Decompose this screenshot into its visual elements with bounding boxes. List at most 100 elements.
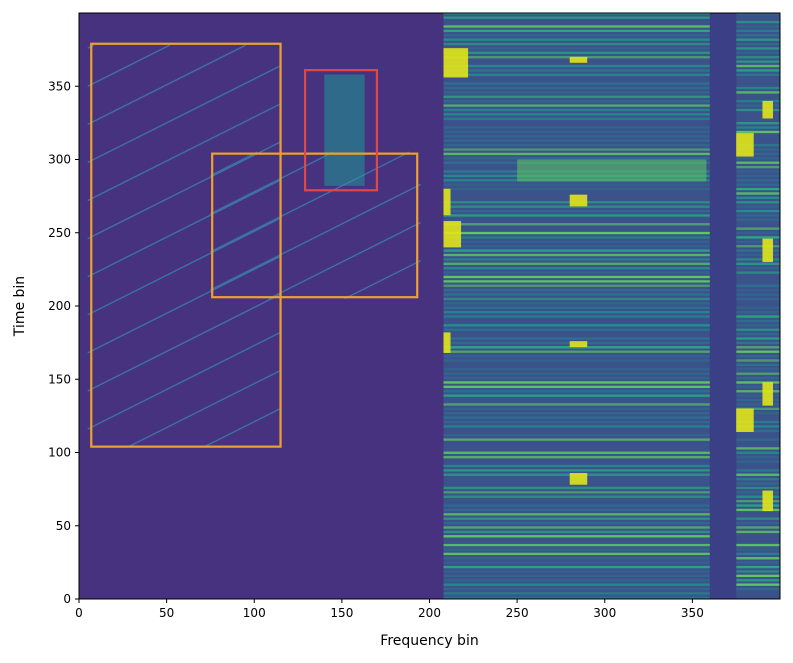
comb-stripe	[736, 280, 780, 283]
comb-stripe	[443, 73, 710, 76]
comb-stripe	[736, 245, 780, 248]
x-tick-label: 350	[681, 606, 704, 620]
tone-spot	[569, 473, 588, 485]
comb-stripe	[443, 508, 710, 512]
comb-stripe	[443, 557, 710, 560]
x-tick-label: 250	[506, 606, 529, 620]
comb-stripe	[736, 372, 780, 375]
tone-spot	[736, 408, 754, 432]
comb-stripe	[736, 363, 780, 367]
comb-stripe	[736, 495, 780, 498]
comb-stripe	[443, 438, 710, 441]
comb-stripe	[736, 473, 780, 476]
comb-stripe	[443, 121, 710, 125]
comb-stripe	[443, 442, 710, 446]
comb-stripe	[736, 513, 780, 516]
comb-stripe	[736, 394, 780, 397]
comb-stripe	[736, 565, 780, 569]
comb-stripe	[736, 231, 780, 235]
y-tick-label: 50	[56, 519, 71, 533]
comb-stripe	[443, 209, 710, 213]
comb-stripe	[443, 363, 710, 367]
comb-stripe	[443, 135, 710, 138]
comb-stripe	[736, 249, 780, 252]
comb-stripe	[736, 429, 780, 432]
comb-stripe	[443, 51, 710, 55]
comb-stripe	[736, 205, 780, 208]
comb-stripe	[736, 337, 780, 340]
comb-stripe	[736, 376, 780, 380]
comb-stripe	[736, 223, 780, 226]
comb-stripe	[736, 561, 780, 564]
comb-stripe	[736, 570, 780, 573]
y-tick-label: 350	[48, 79, 71, 93]
comb-stripe	[736, 332, 780, 336]
comb-stripe	[736, 69, 780, 72]
chirp-line	[87, 44, 170, 87]
comb-stripe	[736, 91, 780, 94]
comb-stripe	[736, 214, 780, 217]
chirp-line	[210, 183, 422, 291]
y-tick-label: 300	[48, 153, 71, 167]
comb-stripe	[443, 253, 710, 257]
plot-area	[79, 13, 780, 599]
comb-stripe	[443, 267, 710, 270]
y-tick-label: 100	[48, 446, 71, 460]
comb-stripe	[443, 565, 710, 569]
comb-stripe	[736, 152, 780, 156]
comb-stripe	[736, 227, 780, 230]
chirp-line	[87, 44, 246, 125]
comb-stripe	[443, 324, 710, 327]
comb-stripe	[736, 310, 780, 314]
comb-stripe	[443, 552, 710, 556]
comb-stripe	[443, 275, 710, 279]
comb-stripe	[443, 315, 710, 318]
comb-stripe	[736, 253, 780, 257]
comb-stripe	[736, 135, 780, 138]
comb-stripe	[736, 346, 780, 349]
comb-stripe	[736, 271, 780, 274]
tone-spot	[762, 238, 773, 263]
chirp-line	[210, 151, 334, 215]
comb-stripe	[736, 51, 780, 55]
comb-stripe	[736, 297, 780, 301]
comb-stripe	[736, 60, 780, 63]
comb-stripe	[736, 29, 780, 33]
comb-stripe	[736, 161, 780, 164]
comb-stripe	[736, 78, 780, 81]
comb-stripe	[736, 354, 780, 358]
comb-stripe	[443, 451, 710, 454]
y-tick-label: 0	[63, 592, 71, 606]
comb-stripe	[736, 240, 780, 244]
comb-stripe	[736, 42, 780, 46]
comb-stripe	[443, 376, 710, 380]
comb-stripe	[736, 324, 780, 327]
comb-stripe	[443, 126, 710, 129]
comb-stripe	[736, 579, 780, 582]
comb-stripe	[443, 469, 710, 472]
comb-stripe	[443, 34, 710, 37]
comb-stripe	[736, 583, 780, 586]
comb-stripe	[736, 306, 780, 309]
comb-stripe	[736, 574, 780, 578]
comb-stripe	[443, 464, 710, 468]
comb-stripe	[443, 284, 710, 287]
comb-stripe	[736, 517, 780, 520]
comb-stripe	[736, 302, 780, 305]
bounding-box-3	[303, 69, 379, 192]
comb-stripe	[736, 267, 780, 270]
bounding-box-1	[90, 42, 282, 448]
x-tick-label: 300	[593, 606, 616, 620]
x-tick-label: 150	[330, 606, 353, 620]
comb-stripe	[443, 337, 710, 340]
comb-stripe	[736, 592, 780, 595]
comb-stripe	[736, 390, 780, 393]
comb-stripe	[736, 552, 780, 556]
comb-stripe	[443, 403, 710, 406]
comb-stripe	[443, 130, 710, 134]
comb-stripe	[443, 258, 710, 261]
chirp-line	[87, 255, 281, 354]
comb-stripe	[443, 271, 710, 274]
comb-stripe	[736, 359, 780, 362]
